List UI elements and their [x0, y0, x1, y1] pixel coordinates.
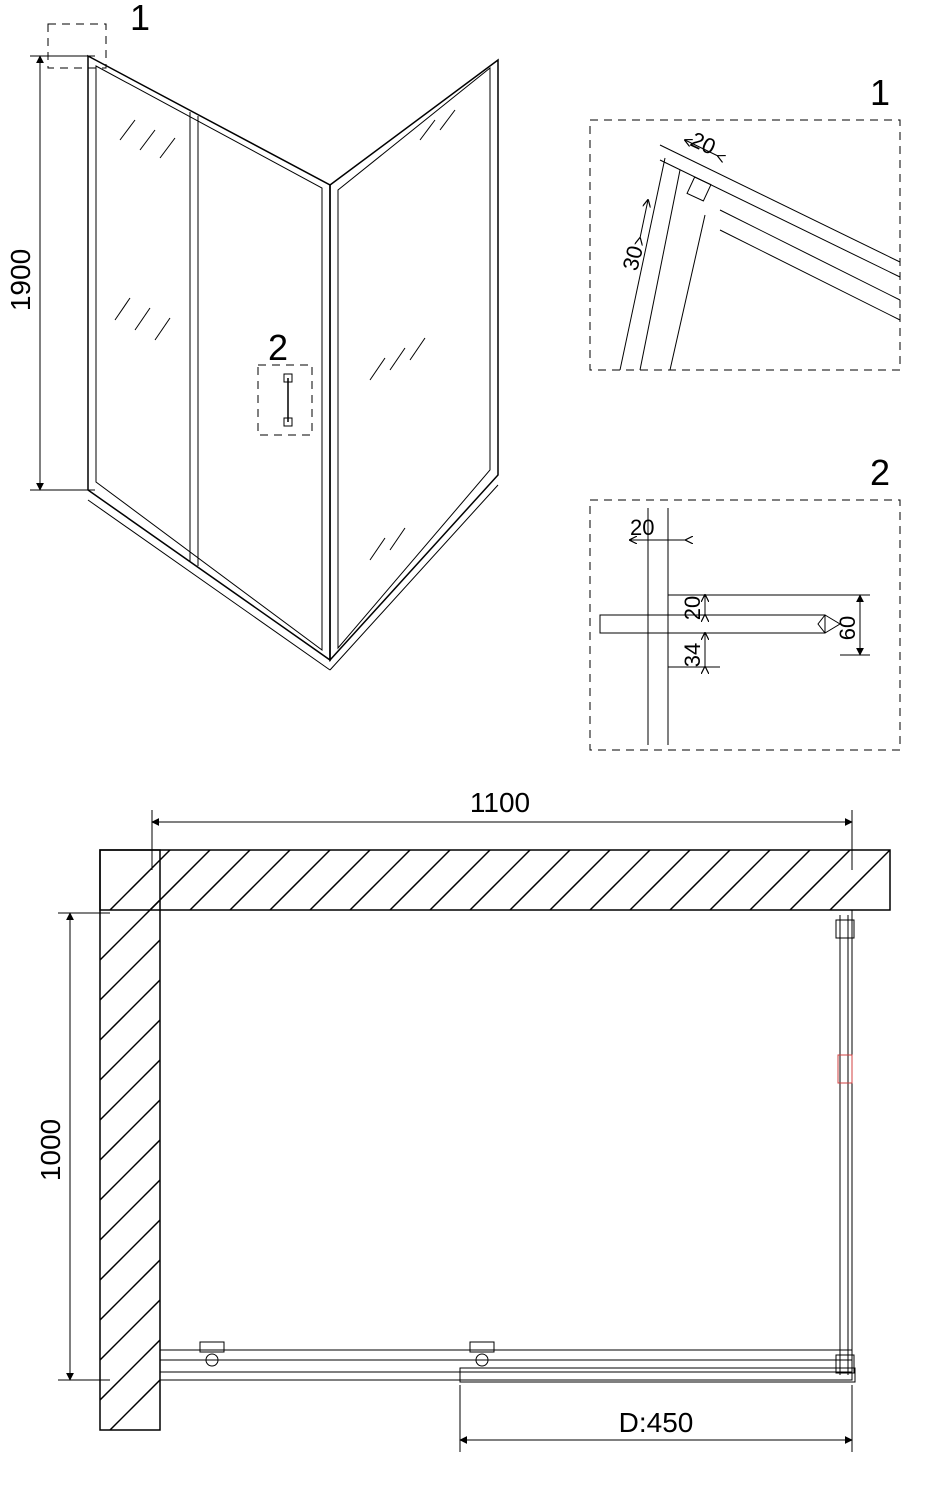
- iso-view: 1900 1 2: [5, 0, 498, 670]
- detail2-dim-v2: 34: [680, 643, 705, 667]
- callout-1-label: 1: [130, 0, 150, 38]
- plan-view: 1100 1000: [35, 787, 890, 1452]
- detail2-dim-v3: 60: [835, 616, 860, 640]
- detail2-label: 2: [870, 452, 890, 493]
- detail-1: 1 20 30: [590, 72, 900, 370]
- detail2-dim-top: 20: [630, 515, 654, 540]
- technical-drawing: 1900 1 2: [0, 0, 947, 1500]
- dim-height: 1900: [5, 249, 36, 311]
- detail1-label: 1: [870, 72, 890, 113]
- dim-depth: 1000: [35, 1119, 66, 1181]
- detail2-dim-v1: 20: [680, 596, 705, 620]
- wall-hatch-left: [100, 900, 160, 1430]
- detail-2: 2 20 20 34 60: [590, 452, 900, 750]
- wall-hatch-top: [110, 850, 890, 910]
- callout-2-label: 2: [268, 327, 288, 368]
- dim-door: D:450: [619, 1407, 694, 1438]
- detail1-dim-side: 30: [618, 243, 648, 273]
- dim-width: 1100: [470, 787, 530, 818]
